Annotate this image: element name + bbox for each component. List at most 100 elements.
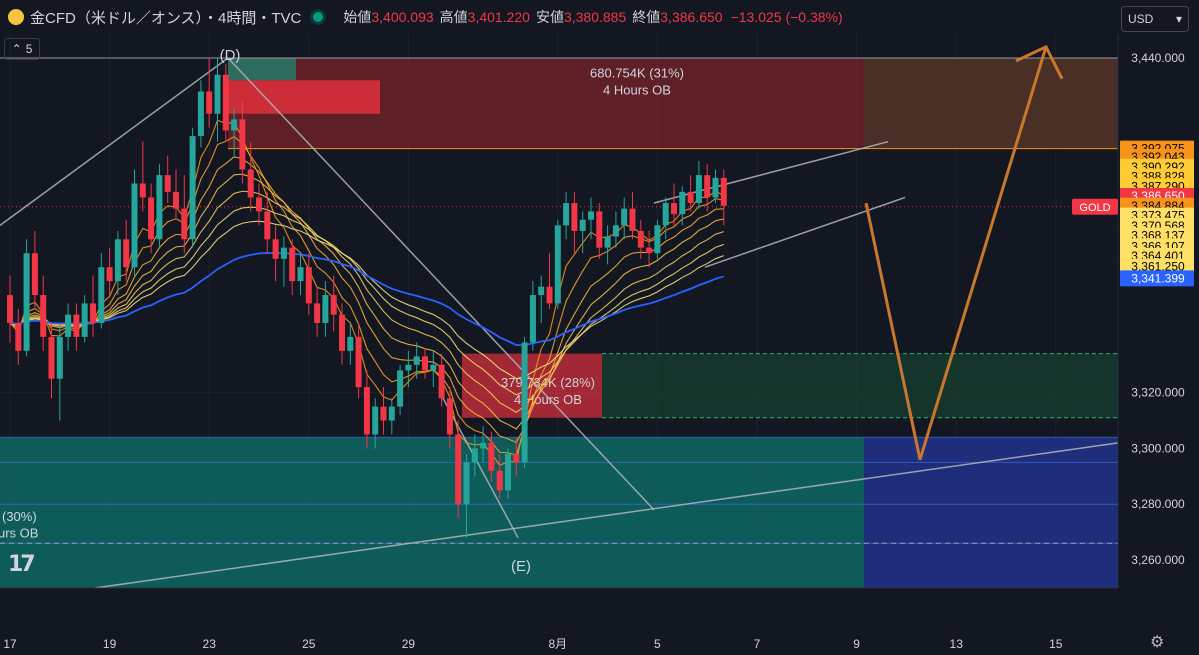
candle	[621, 197, 628, 240]
candle-body	[712, 177, 719, 198]
candle	[322, 281, 329, 337]
candle	[571, 191, 578, 254]
candle-body	[148, 197, 155, 240]
candle	[430, 350, 437, 388]
candle-body	[330, 295, 337, 315]
candle-body	[189, 136, 196, 240]
candle	[214, 58, 221, 142]
open-label: 始値	[343, 9, 372, 25]
candle-body	[720, 177, 727, 206]
low-label: 安値	[535, 9, 564, 25]
candle	[513, 437, 520, 477]
time-tick: 15	[1049, 637, 1063, 651]
candle	[654, 219, 661, 259]
ema-line	[9, 173, 724, 430]
candle-body	[355, 336, 362, 388]
ob-zone-low-ext	[864, 437, 1118, 588]
candle-body	[671, 203, 677, 215]
ob-zone-low	[0, 437, 864, 588]
ob-sublabel-low: urs OB	[0, 526, 38, 541]
candle-body	[164, 175, 171, 192]
candle-body	[405, 364, 412, 371]
candle-body	[314, 303, 321, 323]
candle-body	[139, 183, 146, 198]
candle-body	[56, 336, 63, 379]
candle	[596, 203, 603, 259]
candle	[90, 275, 96, 337]
candle-body	[247, 169, 254, 198]
time-tick: 8月	[548, 637, 567, 651]
price-label: 3,280.000	[1131, 497, 1185, 511]
ob-sublabel-top: 4 Hours OB	[603, 82, 671, 97]
candle-body	[31, 253, 38, 296]
candle	[604, 225, 611, 265]
gear-icon[interactable]: ⚙	[1150, 634, 1165, 651]
ema-line	[9, 135, 724, 456]
time-tick: 5	[654, 637, 661, 651]
ema-line	[9, 190, 724, 414]
candle	[413, 342, 420, 379]
candle	[239, 99, 246, 184]
candle-body	[231, 119, 238, 131]
candle	[480, 426, 487, 463]
chevron-down-icon: ▾	[1175, 12, 1182, 26]
candle	[56, 322, 63, 421]
candle-body	[662, 203, 669, 226]
candle-body	[505, 454, 511, 491]
ob-zone-top-red	[228, 80, 380, 114]
candle	[446, 387, 453, 449]
tradingview-logo-icon: 17	[8, 552, 36, 577]
indicator-collapse-button[interactable]: ⌃ 5	[4, 38, 40, 60]
candle-body	[397, 370, 404, 407]
candle-body	[521, 342, 528, 463]
price-label: 3,320.000	[1131, 386, 1185, 400]
candle-body	[496, 470, 503, 491]
candles	[7, 58, 727, 538]
candle-body	[222, 74, 229, 131]
projection-arrowhead	[1015, 44, 1064, 80]
candle-body	[687, 191, 694, 204]
candle	[612, 211, 619, 248]
time-tick: 25	[302, 637, 316, 651]
indicator-count: 5	[25, 42, 33, 56]
symbol-title[interactable]: 金CFD（米ドル／オンス）・4時間・TVC	[30, 9, 302, 27]
candle	[139, 141, 146, 212]
candle-body	[123, 239, 130, 268]
currency-label: USD	[1128, 12, 1154, 26]
symbol-tag: GOLD	[1079, 202, 1110, 214]
time-tick: 23	[203, 637, 217, 651]
candle	[31, 230, 38, 309]
candle	[687, 175, 694, 212]
candle-body	[513, 454, 520, 463]
candle-body	[612, 225, 619, 237]
candle	[197, 80, 204, 148]
candle	[347, 322, 354, 365]
candle-body	[81, 303, 88, 337]
trend-line	[227, 57, 655, 511]
time-tick: 13	[950, 637, 964, 651]
candle-body	[206, 91, 213, 114]
candle	[679, 186, 686, 226]
candle-body	[114, 239, 121, 282]
candle-body	[256, 197, 262, 212]
candle-body	[363, 387, 370, 435]
candle	[305, 253, 312, 315]
price-axis-bg	[1118, 0, 1199, 655]
candle	[156, 163, 163, 248]
candle	[397, 364, 404, 415]
time-axis: 17 19 23 25 29 8月 5 7 9 13 15	[0, 587, 1199, 655]
candle	[330, 275, 337, 332]
price-label: 3,260.000	[1131, 553, 1185, 567]
candle	[471, 434, 478, 477]
candle-body	[538, 286, 545, 296]
candle-body	[264, 211, 271, 240]
candle-body	[65, 314, 72, 337]
candle-body	[98, 267, 105, 323]
currency-select[interactable]: USD ▾	[1121, 6, 1189, 32]
chart-header: 金CFD（米ドル／オンス）・4時間・TVC 始値 3,400.093 高値 3,…	[0, 0, 843, 34]
candle	[646, 230, 653, 268]
candle	[222, 63, 229, 142]
market-open-icon	[313, 12, 324, 22]
candle-body	[15, 322, 22, 351]
